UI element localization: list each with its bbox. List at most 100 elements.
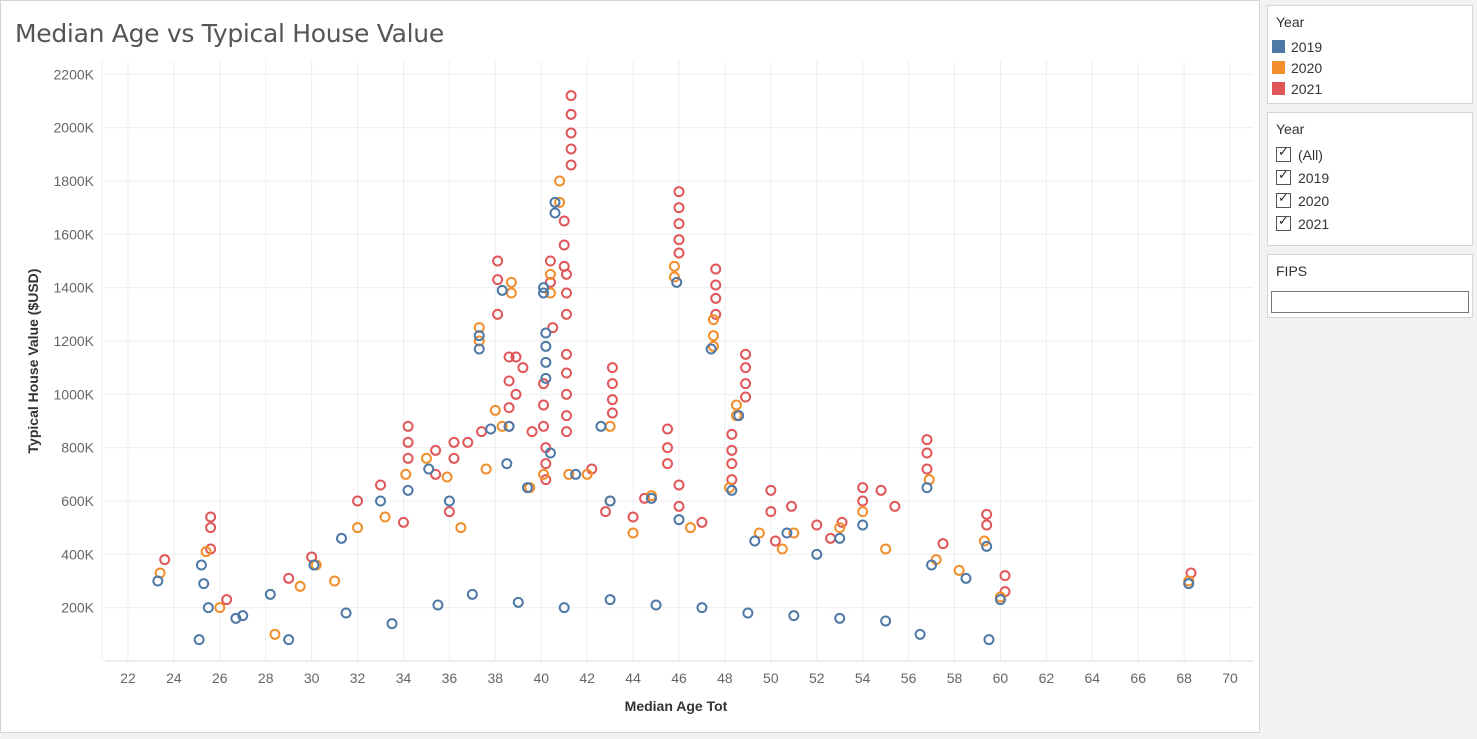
checkbox[interactable]: ✓ [1276,168,1291,185]
data-point-2021[interactable] [448,436,460,448]
data-point-2021[interactable] [430,468,442,480]
data-point-2020[interactable] [707,314,719,326]
data-point-2019[interactable] [811,548,823,560]
data-point-2019[interactable] [230,612,242,624]
data-point-2019[interactable] [521,482,533,494]
data-point-2019[interactable] [742,607,754,619]
data-point-2020[interactable] [707,330,719,342]
data-point-2020[interactable] [627,527,639,539]
data-point-2019[interactable] [375,495,387,507]
data-point-2020[interactable] [544,268,556,280]
data-point-2021[interactable] [402,420,414,432]
data-point-2019[interactable] [237,610,249,622]
data-point-2021[interactable] [565,143,577,155]
data-point-2021[interactable] [462,436,474,448]
data-point-2021[interactable] [221,594,233,606]
data-point-2021[interactable] [921,434,933,446]
data-point-2021[interactable] [159,554,171,566]
data-point-2019[interactable] [983,634,995,646]
legend-item-2021[interactable]: 2021 [1268,78,1472,99]
data-point-2019[interactable] [960,572,972,584]
data-point-2019[interactable] [1183,578,1195,590]
data-point-2019[interactable] [473,343,485,355]
data-point-2021[interactable] [600,506,612,518]
data-point-2021[interactable] [673,218,685,230]
data-point-2019[interactable] [195,559,207,571]
data-point-2019[interactable] [645,492,657,504]
data-point-2021[interactable] [503,402,515,414]
data-point-2019[interactable] [994,594,1006,606]
data-point-2019[interactable] [914,628,926,640]
data-point-2019[interactable] [443,495,455,507]
data-point-2021[interactable] [937,538,949,550]
data-point-2019[interactable] [788,610,800,622]
data-point-2019[interactable] [880,615,892,627]
data-point-2020[interactable] [420,452,432,464]
data-point-2019[interactable] [921,482,933,494]
data-point-2021[interactable] [765,506,777,518]
data-point-2019[interactable] [570,468,582,480]
data-point-2020[interactable] [724,482,736,494]
data-point-2020[interactable] [563,468,575,480]
data-point-2021[interactable] [765,484,777,496]
data-point-2020[interactable] [269,628,281,640]
data-point-2021[interactable] [476,426,488,438]
data-point-2019[interactable] [193,634,205,646]
data-point-2020[interactable] [352,522,364,534]
data-point-2020[interactable] [834,522,846,534]
data-point-2020[interactable] [668,271,680,283]
data-point-2019[interactable] [834,612,846,624]
data-point-2021[interactable] [375,479,387,491]
data-point-2020[interactable] [776,543,788,555]
data-point-2019[interactable] [386,618,398,630]
data-point-2021[interactable] [606,378,618,390]
data-point-2020[interactable] [200,546,212,558]
data-point-2021[interactable] [769,535,781,547]
data-point-2021[interactable] [921,447,933,459]
data-point-2019[interactable] [340,607,352,619]
data-point-2021[interactable] [492,274,504,286]
data-point-2019[interactable] [264,588,276,600]
data-point-2021[interactable] [526,426,538,438]
data-point-2021[interactable] [565,127,577,139]
data-point-2021[interactable] [205,522,217,534]
data-point-2020[interactable] [400,468,412,480]
data-point-2020[interactable] [668,260,680,272]
data-point-2021[interactable] [710,263,722,275]
data-point-2021[interactable] [560,268,572,280]
data-point-2020[interactable] [554,196,566,208]
data-point-2021[interactable] [999,570,1011,582]
data-point-2020[interactable] [953,564,965,576]
data-point-2021[interactable] [662,458,674,470]
legend-item-2019[interactable]: 2019 [1268,36,1472,57]
data-point-2021[interactable] [558,239,570,251]
data-point-2021[interactable] [430,444,442,456]
data-point-2021[interactable] [560,348,572,360]
data-point-2021[interactable] [544,255,556,267]
data-point-2021[interactable] [740,378,752,390]
data-point-2019[interactable] [781,527,793,539]
checkbox[interactable]: ✓ [1276,145,1291,162]
data-point-2021[interactable] [786,500,798,512]
data-point-2021[interactable] [492,255,504,267]
data-point-2021[interactable] [517,362,529,374]
data-point-2021[interactable] [627,511,639,523]
data-point-2020[interactable] [505,287,517,299]
data-point-2021[interactable] [606,394,618,406]
data-point-2020[interactable] [730,399,742,411]
data-point-2021[interactable] [443,506,455,518]
data-point-2019[interactable] [501,458,513,470]
data-point-2019[interactable] [308,559,320,571]
filter-option-2019[interactable]: ✓ 2019 [1268,166,1472,189]
data-point-2021[interactable] [565,108,577,120]
data-point-2021[interactable] [540,458,552,470]
data-point-2019[interactable] [595,420,607,432]
data-point-2021[interactable] [811,519,823,531]
data-point-2021[interactable] [538,420,550,432]
data-point-2019[interactable] [152,575,164,587]
scatter-plot[interactable]: 22 24 26 28 30 32 34 36 38 40 42 44 46 48 50 52 54 56 58 60… [1,1,1259,732]
data-point-2021[interactable] [538,378,550,390]
filter-option-2020[interactable]: ✓ 2020 [1268,189,1472,212]
data-point-2020[interactable] [753,527,765,539]
data-point-2021[interactable] [673,202,685,214]
